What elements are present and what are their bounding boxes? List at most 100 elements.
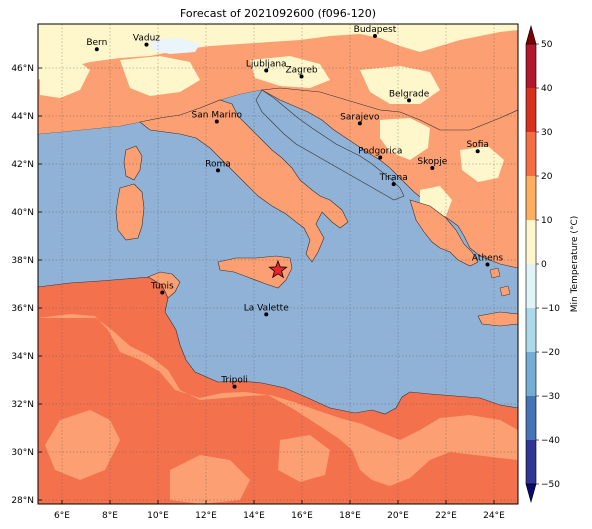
lon-tick-label: 8°E (102, 511, 118, 521)
colorbar-top-extension (525, 24, 537, 45)
greece-land (409, 199, 479, 267)
colorbar: 50 40 30 20 10 0 −10 −20 −30 −40 −50 Min… (525, 24, 580, 504)
colorbar-tick-label: −40 (541, 436, 560, 446)
lon-tick-label: 22°E (435, 511, 457, 521)
city-dot (299, 74, 304, 79)
lon-tick-label: 18°E (339, 511, 361, 521)
crete-land (477, 311, 518, 327)
city-label: San Marino (192, 110, 243, 120)
event-marker-star-icon (268, 259, 288, 279)
europe-cold-patch (150, 38, 200, 54)
lon-tick-label: 16°E (291, 511, 313, 521)
colorbar-tick-label: −30 (541, 392, 560, 402)
city-dot (475, 149, 480, 154)
city-label: Tripoli (220, 376, 248, 386)
colorbar-label: Min Temperature (°C) (570, 216, 580, 313)
city-dot (160, 290, 165, 295)
city-dot (391, 182, 396, 187)
balkans-land (261, 87, 518, 269)
city-dot (264, 68, 269, 73)
lat-tick-labels: 46°N 44°N 42°N 40°N 38°N 36°N 34°N 32°N … (11, 64, 34, 506)
city-dot (214, 119, 219, 124)
balkans-mild-patch-1 (380, 118, 430, 160)
colorbar-tick-labels: 50 40 30 20 10 0 −10 −20 −30 −40 −50 (541, 40, 560, 490)
corsica-land (123, 145, 143, 181)
sicily-land (217, 255, 293, 289)
city-dot (232, 384, 237, 389)
colorbar-bin (526, 352, 536, 396)
city-dot (94, 47, 99, 52)
lon-tick-label: 6°E (54, 511, 70, 521)
lat-tick-label: 40°N (11, 208, 34, 218)
colorbar-bin (526, 176, 536, 220)
aegean-island-1 (489, 267, 501, 279)
city-label: Athens (472, 253, 503, 263)
africa-warm-zone-east (278, 435, 330, 482)
lat-tick-label: 42°N (11, 160, 34, 170)
city-dot (357, 121, 362, 126)
lon-tick-label: 24°E (483, 511, 505, 521)
city-label: Tunis (150, 282, 174, 292)
lat-tick-label: 32°N (11, 400, 34, 410)
europe-mild-patch-4 (360, 66, 440, 104)
city-dot (485, 262, 490, 267)
tunisia-land (147, 271, 181, 299)
map-frame (37, 23, 519, 505)
city-label: Sarajevo (340, 112, 380, 122)
city-label: Roma (205, 159, 231, 169)
lon-tick-label: 10°E (147, 511, 169, 521)
colorbar-ticks (536, 43, 539, 485)
lon-tick-label: 20°E (387, 511, 409, 521)
city-dot (407, 98, 412, 103)
city-label: La Valette (244, 303, 289, 313)
africa-warm-zone (38, 314, 518, 486)
colorbar-tick-label: −20 (541, 348, 560, 358)
lat-tick-label: 38°N (11, 256, 34, 266)
colorbar-bin (526, 264, 536, 308)
city-label: Bern (86, 38, 107, 48)
colorbar-tick-label: 10 (541, 216, 553, 226)
colorbar-tick-label: 30 (541, 128, 553, 138)
colorbar-bin (526, 88, 536, 132)
colorbar-tick-label: −10 (541, 304, 560, 314)
colorbar-tick-label: 0 (541, 260, 547, 270)
city-label: Skopje (417, 157, 447, 167)
europe-mild-patch-1 (40, 55, 90, 98)
colorbar-bin (526, 44, 536, 88)
city-label: Budapest (354, 25, 397, 35)
city-label: Vaduz (133, 34, 160, 44)
lat-tick-label: 30°N (11, 448, 34, 458)
africa-warm-zone-west (45, 410, 120, 480)
colorbar-bottom-extension (525, 483, 537, 504)
tick-marks (38, 67, 495, 504)
colorbar-bin (526, 440, 536, 484)
city-dot (372, 34, 377, 38)
colorbar-bin (526, 308, 536, 352)
colorbar-bin (526, 396, 536, 440)
lon-tick-label: 14°E (243, 511, 265, 521)
graticule (38, 24, 518, 504)
colorbar-tick-label: 40 (541, 84, 553, 94)
map-title: Forecast of 2021092600 (f096-120) (179, 7, 377, 20)
lon-tick-labels: 6°E 8°E 10°E 12°E 14°E 16°E 18°E 20°E 22… (54, 511, 505, 521)
city-dot (430, 166, 435, 170)
adriatic-sea (255, 89, 405, 201)
colorbar-tick-label: −50 (541, 480, 560, 490)
colorbar-bin (526, 220, 536, 264)
europe-mild-patch-2 (120, 56, 200, 96)
colorbar-tick-label: 20 (541, 172, 553, 182)
europe-mild-patch-3 (250, 56, 330, 88)
colorbar-bin (526, 132, 536, 176)
colorbar-tick-label: 50 (541, 40, 553, 50)
city-dot (378, 155, 383, 160)
city-label: Sofia (466, 140, 488, 150)
aegean-island-2 (499, 285, 511, 297)
city-dot (264, 312, 269, 317)
city-label: Ljubljana (246, 60, 287, 70)
africa-warm-zone-central (170, 455, 250, 504)
balkans-mild-patch-3 (460, 146, 504, 182)
lat-tick-label: 28°N (11, 496, 34, 506)
city-label: Tirana (379, 173, 408, 183)
